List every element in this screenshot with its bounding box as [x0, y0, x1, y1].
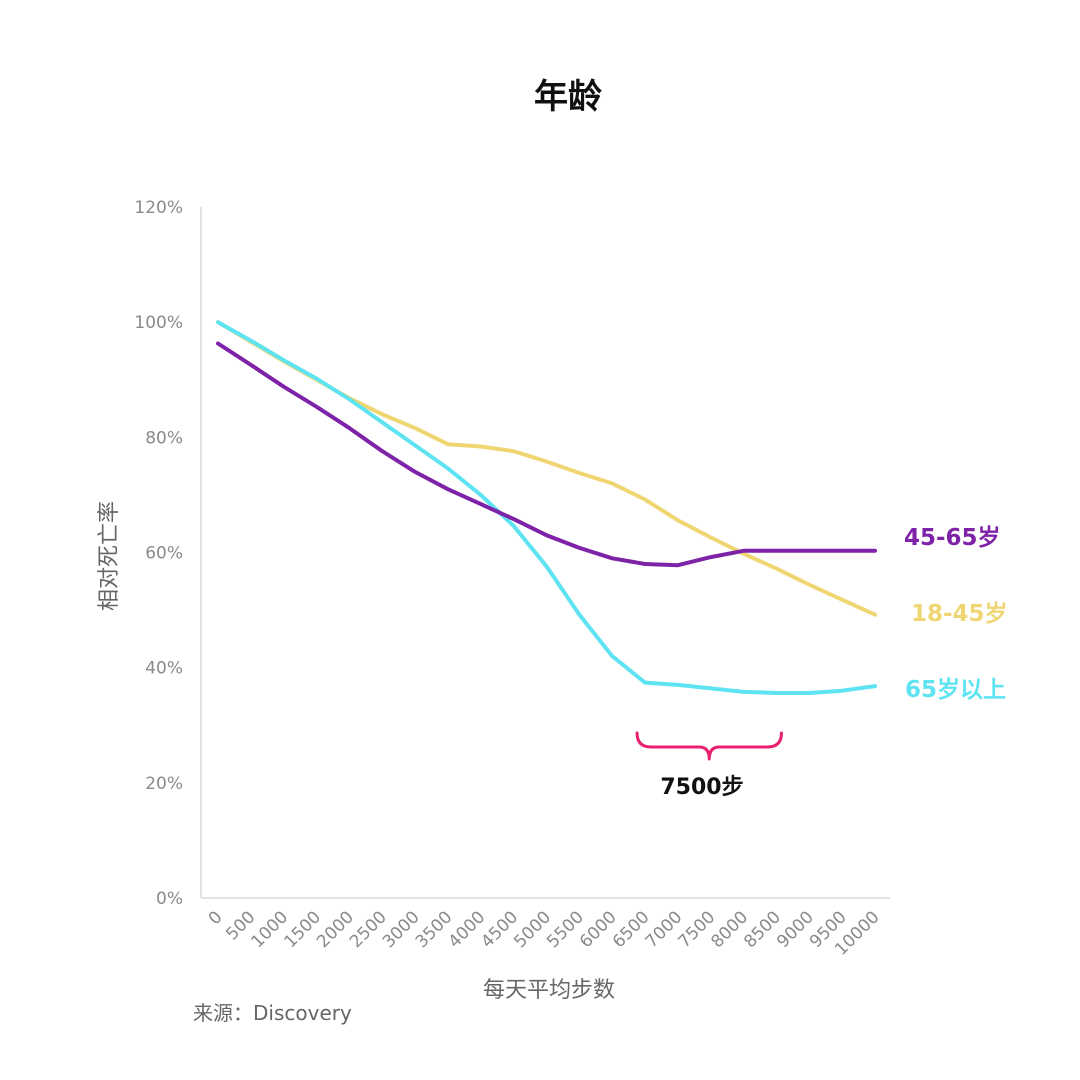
annotation-text: 7500步 [660, 774, 743, 800]
y-tick-label: 0% [156, 889, 183, 909]
y-tick-label: 40% [145, 659, 183, 679]
x-tick-label: 3500 [412, 907, 457, 952]
x-tick-label: 9000 [773, 907, 818, 952]
series-lines [216, 320, 877, 695]
x-axis-label: 每天平均步数 [483, 978, 615, 1003]
y-tick-label: 20% [145, 774, 183, 794]
y-tick-labels: 0% 20% 40% 60% 80% 100% 120% [134, 198, 183, 909]
annotation-brace [635, 731, 783, 761]
x-tick-labels: 0500100015002000250030003500400045005000… [205, 907, 884, 959]
x-tick-label: 8500 [740, 907, 785, 952]
x-tick-label: 1500 [280, 907, 325, 952]
series-label: 18-45岁 [911, 600, 1008, 627]
series-label: 45-65岁 [904, 524, 1001, 551]
x-tick-label: 6500 [609, 907, 654, 952]
y-axis-label: 相对死亡率 [97, 501, 122, 611]
series-line [216, 320, 877, 695]
series-line [216, 320, 877, 617]
y-tick-label: 80% [145, 428, 183, 448]
x-tick-label: 4000 [445, 907, 490, 952]
x-tick-label: 0 [205, 907, 227, 929]
series-line [216, 341, 877, 568]
x-tick-label: 6000 [576, 907, 621, 952]
source-note: 来源：Discovery [193, 1001, 352, 1025]
x-tick-label: 1000 [248, 907, 293, 952]
chart-title: 年龄 [534, 77, 602, 117]
x-tick-label: 4500 [477, 907, 522, 952]
x-tick-label: 2000 [313, 907, 358, 952]
y-tick-label: 100% [134, 313, 183, 333]
y-tick-label: 60% [145, 544, 183, 564]
y-tick-label: 120% [134, 198, 183, 218]
x-tick-label: 7000 [642, 907, 687, 952]
x-tick-label: 5000 [510, 907, 555, 952]
x-tick-label: 5500 [543, 907, 588, 952]
series-label: 65岁以上 [905, 676, 1006, 703]
x-tick-label: 7500 [675, 907, 720, 952]
series-labels: 45-65岁 18-45岁 65岁以上 [904, 524, 1008, 703]
x-tick-label: 3000 [379, 907, 424, 952]
x-tick-label: 8000 [707, 907, 752, 952]
x-tick-label: 2500 [346, 907, 391, 952]
